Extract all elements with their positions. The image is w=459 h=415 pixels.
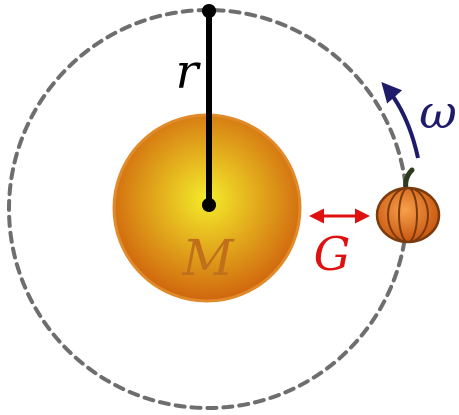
gravity-label: G bbox=[314, 227, 351, 281]
mass-label: M bbox=[181, 229, 235, 287]
radius-label: r bbox=[176, 44, 202, 100]
angular-velocity-arrow bbox=[381, 82, 420, 159]
pumpkin-rib-inner bbox=[398, 187, 418, 243]
angular-velocity-label: ω bbox=[419, 85, 457, 139]
pumpkin-icon bbox=[375, 167, 441, 244]
pumpkin-body bbox=[375, 186, 441, 244]
center-dot bbox=[202, 198, 216, 212]
rod-top-dot bbox=[202, 4, 216, 18]
